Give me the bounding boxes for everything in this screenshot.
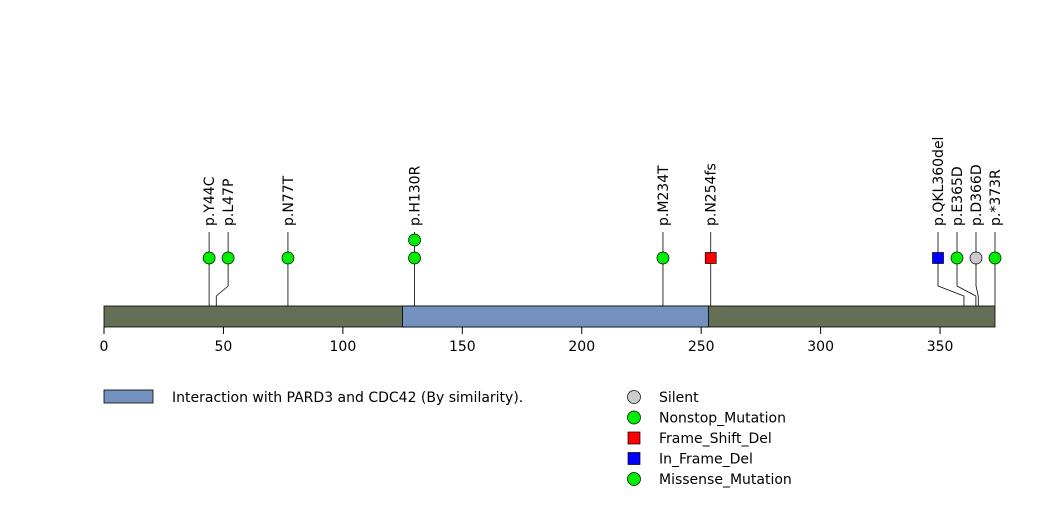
mutation-label-6: p.QKL360del — [931, 137, 947, 226]
legend-marker-1 — [627, 410, 641, 425]
x-tick-label-150: 150 — [449, 339, 476, 355]
mutation-marker-1-0 — [221, 251, 235, 265]
mutation-label-7: p.E365D — [950, 166, 966, 226]
x-tick-label-0: 0 — [100, 339, 109, 355]
mutation-marker-7-0 — [950, 251, 964, 265]
x-tick-label-250: 250 — [688, 339, 715, 355]
mutation-stem-8 — [975, 258, 979, 306]
legend-marker-0 — [627, 390, 641, 404]
mutation-stem-6 — [937, 258, 965, 306]
domain-legend-swatch-0 — [103, 389, 154, 404]
legend-label-3: In_Frame_Del — [659, 452, 753, 468]
mutation-marker-5-0 — [704, 252, 717, 264]
x-tick-label-200: 200 — [568, 339, 595, 355]
domain-legend-label-0: Interaction with PARD3 and CDC42 (By sim… — [172, 390, 523, 406]
legend-label-0: Silent — [659, 390, 699, 406]
legend-label-4: Missense_Mutation — [659, 472, 792, 488]
protein-backbone-group — [103, 305, 996, 328]
mutation-label-0: p.Y44C — [202, 176, 218, 226]
x-axis: 0 50 100 150 200 250 300 350 — [100, 327, 954, 355]
mutation-stem-1 — [215, 258, 229, 306]
legend-label-2: Frame_Shift_Del — [659, 431, 772, 447]
domain-legend: Interaction with PARD3 and CDC42 (By sim… — [103, 389, 523, 406]
legend-marker-3 — [627, 452, 641, 465]
mutation-stems — [208, 232, 996, 306]
mutation-label-4: p.M234T — [656, 165, 672, 226]
mutation-marker-0-0 — [202, 251, 216, 265]
x-tick-label-350: 350 — [927, 339, 954, 355]
mutation-label-1: p.L47P — [221, 179, 237, 226]
legend-marker-2 — [627, 431, 641, 445]
mutation-label-9: p.*373R — [988, 169, 1004, 226]
mutation-label-5: p.N254fs — [704, 163, 720, 226]
mutation-marker-2-0 — [281, 251, 295, 265]
mutation-marker-9-0 — [988, 251, 1002, 265]
x-tick-label-50: 50 — [215, 339, 233, 355]
mutation-type-legend: Silent Nonstop_Mutation Frame_Shift_Del In_… — [627, 390, 792, 488]
mutation-label-2: p.N77T — [281, 175, 297, 226]
mutation-marker-4-0 — [656, 251, 670, 265]
mutation-marker-8-0 — [969, 251, 983, 265]
x-tick-label-300: 300 — [807, 339, 834, 355]
mutation-marker-3-1 — [408, 233, 421, 247]
mutation-marker-3-0 — [408, 251, 421, 265]
mutation-label-3: p.H130R — [408, 165, 424, 226]
legend-label-1: Nonstop_Mutation — [659, 411, 786, 427]
x-tick-label-100: 100 — [330, 339, 357, 355]
legend-marker-4 — [627, 472, 641, 486]
mutation-labels: p.Y44C p.L47P p.N77T p.H130R p.M234T p.N254fs… — [202, 137, 1004, 226]
mutation-marker-6-0 — [932, 252, 944, 264]
mutation-stem-7 — [956, 258, 977, 306]
mutation-markers — [202, 233, 1002, 265]
domain-bar-0 — [402, 305, 709, 328]
mutation-label-8: p.D366D — [969, 164, 985, 226]
